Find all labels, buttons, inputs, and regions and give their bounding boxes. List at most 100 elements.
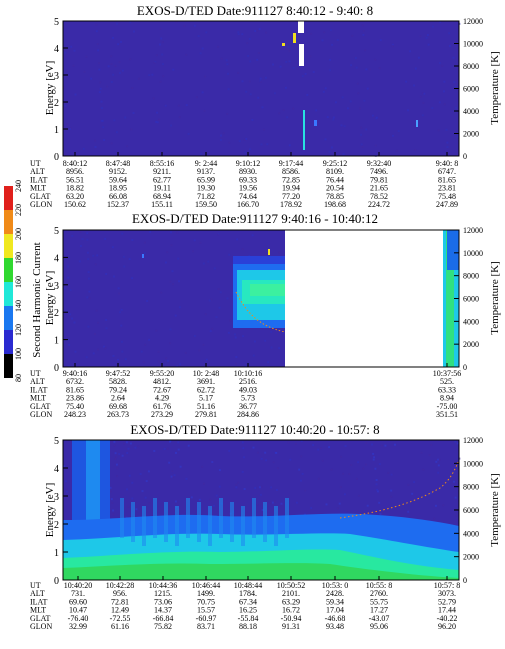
texture-speckle xyxy=(364,49,367,52)
texture-speckle xyxy=(70,45,73,48)
texture-speckle xyxy=(243,456,245,459)
texture-speckle xyxy=(443,80,446,83)
texture-speckle xyxy=(113,275,115,278)
texture-speckle xyxy=(172,283,174,286)
ephemeris-cell: 3073. xyxy=(438,589,456,598)
ephemeris-cell: 36.77 xyxy=(239,402,257,411)
texture-speckle xyxy=(332,116,335,119)
texture-speckle xyxy=(172,475,175,478)
texture-speckle xyxy=(82,147,85,150)
texture-speckle xyxy=(67,365,70,367)
texture-speckle xyxy=(71,234,74,237)
texture-speckle xyxy=(264,339,267,342)
texture-speckle xyxy=(454,464,457,467)
texture-speckle xyxy=(105,327,108,330)
ephemeris-cell: 1499. xyxy=(197,589,215,598)
texture-speckle xyxy=(63,465,66,468)
texture-speckle xyxy=(170,244,173,247)
texture-speckle xyxy=(234,333,236,336)
panel-2-ylabel-right: Temperature [K] xyxy=(489,261,501,334)
texture-speckle xyxy=(454,85,457,88)
texture-speckle xyxy=(72,64,75,67)
texture-speckle xyxy=(88,297,91,300)
texture-speckle xyxy=(446,146,449,149)
texture-speckle xyxy=(178,116,181,119)
panel-2-ylabel: Energy [eV] xyxy=(44,271,56,325)
ephemeris-cell: 178.92 xyxy=(280,200,302,209)
colorbar-seg-6 xyxy=(4,306,13,330)
ephemeris-cell: 71.82 xyxy=(197,192,215,201)
texture-speckle xyxy=(362,33,365,36)
ephemeris-cell: 731. xyxy=(71,589,85,598)
texture-speckle xyxy=(390,495,393,498)
ephemeris-cell: 68.94 xyxy=(153,192,171,201)
texture-speckle xyxy=(263,128,265,131)
texture-speckle xyxy=(244,365,247,368)
ephemeris-cell: 2101. xyxy=(282,589,300,598)
texture-stripe xyxy=(142,506,146,546)
texture-speckle xyxy=(394,443,396,446)
texture-speckle xyxy=(79,245,82,247)
texture-speckle xyxy=(295,442,297,445)
texture-speckle xyxy=(379,513,382,516)
ephemeris-cell: 263.73 xyxy=(107,410,129,419)
texture-speckle xyxy=(100,100,103,103)
texture-speckle xyxy=(115,131,118,134)
texture-speckle xyxy=(252,354,255,357)
texture-speckle xyxy=(104,237,107,240)
texture-speckle xyxy=(174,500,177,503)
colorbar-seg-2 xyxy=(4,210,13,234)
ephemeris-cell: 9211. xyxy=(153,167,171,176)
ephemeris-row-label: UT xyxy=(30,159,41,168)
ephemeris-cell: 7496. xyxy=(370,167,388,176)
ephemeris-row-label: ALT xyxy=(30,377,45,386)
texture-stripe xyxy=(175,506,179,546)
texture-speckle xyxy=(300,455,303,458)
texture-speckle xyxy=(105,273,108,275)
texture-speckle xyxy=(360,133,363,136)
texture-speckle xyxy=(135,508,138,511)
texture-speckle xyxy=(120,324,123,327)
texture-speckle xyxy=(106,85,109,88)
texture-speckle xyxy=(372,452,375,455)
panel-1-burst-white xyxy=(298,21,304,33)
ephemeris-cell: 67.34 xyxy=(239,597,257,606)
ephemeris-row-label: MLT xyxy=(30,606,46,615)
texture-speckle xyxy=(101,119,104,122)
texture-speckle xyxy=(430,444,433,446)
texture-speckle xyxy=(73,321,76,324)
texture-speckle xyxy=(300,440,303,443)
ephemeris-cell: 10:57: 8 xyxy=(434,581,460,590)
texture-speckle xyxy=(120,308,123,311)
texture-speckle xyxy=(195,96,198,99)
right-tick-label: 2000 xyxy=(463,130,479,139)
ephemeris-cell: 10:53: 0 xyxy=(322,581,348,590)
texture-stripe xyxy=(274,506,278,546)
colorbar-seg-4 xyxy=(4,258,13,282)
texture-speckle xyxy=(73,49,76,52)
texture-speckle xyxy=(67,276,70,279)
texture-speckle xyxy=(289,458,292,461)
texture-speckle xyxy=(127,505,130,508)
texture-speckle xyxy=(257,52,260,54)
ephemeris-row-label: MLT xyxy=(30,184,46,193)
texture-speckle xyxy=(184,351,187,354)
texture-speckle xyxy=(390,489,393,492)
right-tick-label: 8000 xyxy=(463,272,479,281)
ephemeris-cell: 8.94 xyxy=(440,394,454,403)
texture-speckle xyxy=(359,107,361,110)
texture-speckle xyxy=(304,72,307,75)
texture-speckle xyxy=(282,332,285,335)
texture-speckle xyxy=(259,80,262,83)
panel-2-speck-a xyxy=(268,249,270,255)
ephemeris-cell: 9:47:52 xyxy=(106,369,130,378)
texture-stripe xyxy=(186,498,190,538)
ephemeris-cell: 152.37 xyxy=(107,200,129,209)
ephemeris-cell: 72.81 xyxy=(111,597,129,606)
ephemeris-cell: -60.97 xyxy=(196,614,217,623)
texture-speckle xyxy=(275,450,277,452)
texture-speckle xyxy=(145,480,148,483)
texture-speckle xyxy=(237,31,240,34)
texture-speckle xyxy=(438,458,441,461)
colorbar: 80 100 120 140 160 180 200 220 240 Second Harmon… xyxy=(4,180,43,382)
